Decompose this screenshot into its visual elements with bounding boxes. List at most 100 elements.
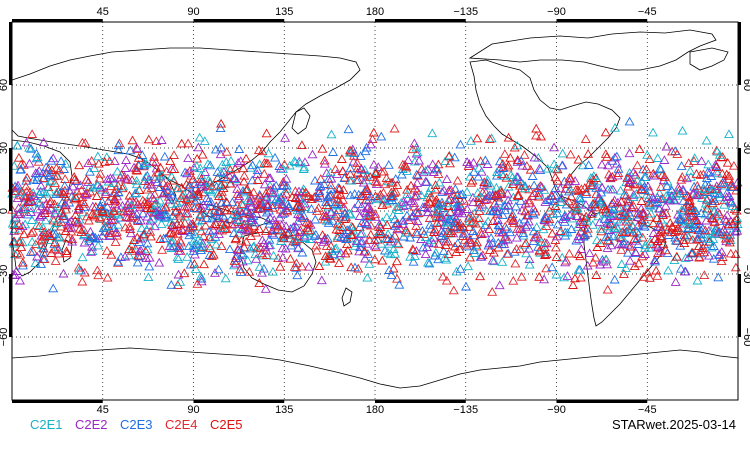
observation-marker — [437, 271, 448, 281]
observation-marker — [390, 174, 401, 183]
observation-marker — [229, 255, 240, 265]
observation-marker — [74, 160, 85, 170]
observation-marker — [156, 219, 167, 228]
observation-marker — [678, 206, 689, 216]
observation-marker — [542, 163, 553, 173]
observation-marker — [132, 232, 143, 242]
observation-marker — [338, 222, 348, 231]
observation-marker — [601, 152, 612, 161]
observation-marker — [141, 253, 152, 263]
observation-marker — [151, 136, 162, 146]
observation-marker — [259, 179, 270, 189]
observation-marker — [727, 182, 738, 192]
observation-marker — [212, 173, 223, 182]
observation-marker — [676, 161, 687, 170]
observation-marker — [159, 151, 170, 161]
observation-marker — [225, 164, 236, 174]
observation-marker — [205, 208, 216, 217]
observation-marker — [475, 271, 486, 281]
observation-marker — [343, 124, 354, 134]
observation-marker — [321, 200, 332, 210]
observation-marker — [25, 187, 36, 196]
observation-marker — [184, 181, 195, 191]
observation-marker — [333, 200, 344, 210]
observation-marker — [202, 193, 212, 202]
observation-marker — [420, 249, 431, 259]
observation-marker — [342, 225, 353, 234]
observation-marker — [550, 172, 561, 182]
observation-marker — [355, 229, 366, 238]
observation-marker — [77, 192, 88, 202]
observation-marker — [255, 203, 266, 213]
observation-marker — [121, 155, 132, 164]
observation-marker — [397, 216, 408, 225]
observation-marker — [54, 232, 65, 242]
observation-marker — [365, 191, 376, 201]
observation-marker — [59, 213, 70, 223]
observation-marker — [11, 266, 22, 275]
observation-marker — [721, 192, 732, 201]
observation-marker — [549, 142, 560, 152]
observation-marker — [572, 222, 583, 231]
observation-marker — [723, 220, 734, 230]
observation-marker — [19, 229, 29, 239]
observation-marker — [666, 190, 677, 200]
lon-tick-label-top: 180 — [366, 6, 384, 18]
observation-marker — [313, 203, 324, 212]
observation-marker — [124, 221, 135, 231]
observation-marker — [409, 251, 420, 260]
observation-marker — [134, 237, 145, 246]
observation-marker — [144, 220, 155, 229]
frame-band — [9, 22, 12, 85]
observation-marker — [31, 220, 42, 230]
observation-marker — [423, 164, 433, 174]
observation-marker — [368, 127, 379, 137]
observation-marker — [648, 168, 659, 178]
observation-marker — [196, 276, 207, 286]
observation-marker — [294, 201, 305, 211]
observation-marker — [411, 221, 422, 230]
observation-marker — [39, 229, 50, 239]
observation-marker — [433, 239, 444, 248]
observation-marker — [123, 206, 134, 215]
observation-marker — [50, 178, 60, 188]
observation-marker — [109, 156, 120, 166]
observation-marker — [575, 226, 586, 236]
coast-south-america — [583, 211, 667, 327]
observation-marker — [193, 234, 204, 244]
observation-marker — [648, 218, 659, 228]
observation-marker — [714, 250, 725, 259]
observation-marker — [652, 197, 663, 206]
observation-marker — [32, 251, 43, 261]
observation-marker — [619, 208, 630, 218]
observation-marker — [496, 239, 507, 249]
observation-marker — [466, 238, 477, 247]
observation-marker — [363, 201, 374, 211]
observation-marker — [583, 160, 594, 169]
observation-marker — [654, 203, 665, 213]
observation-marker — [678, 215, 689, 225]
observation-marker — [440, 208, 451, 218]
observation-marker — [591, 270, 602, 279]
observation-marker — [234, 144, 245, 153]
observation-marker — [708, 241, 719, 250]
observation-marker — [412, 178, 423, 187]
observation-marker — [50, 237, 61, 247]
observation-marker — [349, 151, 359, 160]
observation-marker — [724, 237, 735, 247]
observation-marker — [676, 205, 687, 214]
observation-marker — [221, 146, 232, 156]
observation-marker — [714, 216, 725, 225]
observation-marker — [694, 252, 705, 262]
observation-marker — [494, 280, 505, 290]
observation-marker — [698, 169, 709, 179]
observation-marker — [169, 150, 179, 159]
observation-marker — [326, 206, 337, 216]
observation-marker — [709, 217, 720, 227]
observation-marker — [624, 195, 634, 205]
observation-marker — [692, 275, 703, 285]
observation-marker — [672, 149, 683, 158]
observation-marker — [21, 175, 32, 185]
observation-marker — [656, 233, 667, 243]
observation-marker — [235, 267, 246, 276]
